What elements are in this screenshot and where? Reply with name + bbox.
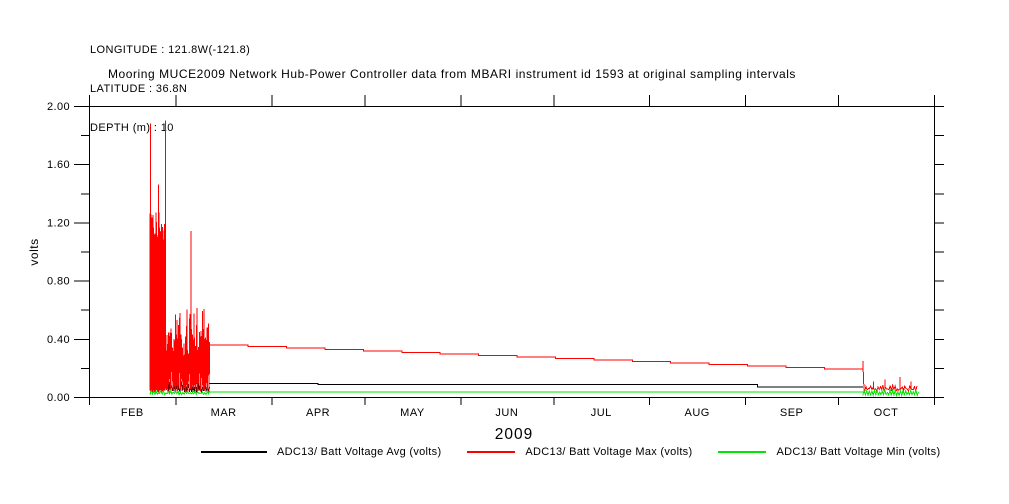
series-path-2 xyxy=(149,388,919,398)
y-tick-label: 1.60 xyxy=(47,159,70,171)
legend-entry-min: ADC13/ Batt Voltage Min (volts) xyxy=(718,446,940,458)
plot-frame xyxy=(89,106,935,398)
legend-line-avg-icon xyxy=(201,451,267,453)
x-month-label: MAY xyxy=(400,407,425,419)
y-tick-label: 0.40 xyxy=(47,334,70,346)
x-month-label: FEB xyxy=(121,407,144,419)
x-axis-year-label: 2009 xyxy=(495,426,533,443)
plot-title: Mooring MUCE2009 Network Hub-Power Contr… xyxy=(108,67,796,81)
series-path-1 xyxy=(149,120,918,393)
x-month-label: JUL xyxy=(591,407,612,419)
latitude-label: LATITUDE : 36.8N xyxy=(90,83,188,95)
x-month-label: APR xyxy=(306,407,330,419)
y-tick-label: 1.20 xyxy=(47,217,70,229)
x-month-label: OCT xyxy=(874,407,899,419)
x-month-label: AUG xyxy=(685,407,710,419)
legend: ADC13/ Batt Voltage Avg (volts) ADC13/ B… xyxy=(201,446,940,458)
x-month-label: MAR xyxy=(211,407,237,419)
metadata-block: LONGITUDE : 121.8W(-121.8) LATITUDE : 36… xyxy=(90,18,250,161)
y-axis-label: volts xyxy=(27,238,41,265)
legend-label-min: ADC13/ Batt Voltage Min (volts) xyxy=(776,446,941,458)
legend-line-max-icon xyxy=(467,451,516,453)
axes: 0.00 0.40 0.80 1.20 1.60 2.00 FEB MAR APR MAY JUN J… xyxy=(47,95,944,419)
legend-entry-max: ADC13/ Batt Voltage Max (volts) xyxy=(467,446,718,458)
y-tick-label: 0.00 xyxy=(47,392,70,404)
legend-label-avg: ADC13/ Batt Voltage Avg (volts) xyxy=(277,446,442,458)
y-tick-label: 2.00 xyxy=(47,101,70,113)
data-series xyxy=(149,120,919,398)
series-path-0 xyxy=(167,380,863,393)
legend-entry-avg: ADC13/ Batt Voltage Avg (volts) xyxy=(201,446,467,458)
y-tick-label: 0.80 xyxy=(47,276,70,288)
longitude-label: LONGITUDE : 121.8W(-121.8) xyxy=(90,44,251,56)
depth-label: DEPTH (m) : 10 xyxy=(90,122,174,134)
x-month-label: SEP xyxy=(780,407,804,419)
legend-label-max: ADC13/ Batt Voltage Max (volts) xyxy=(525,446,693,458)
legend-line-min-icon xyxy=(718,451,767,453)
x-month-label: JUN xyxy=(495,407,518,419)
